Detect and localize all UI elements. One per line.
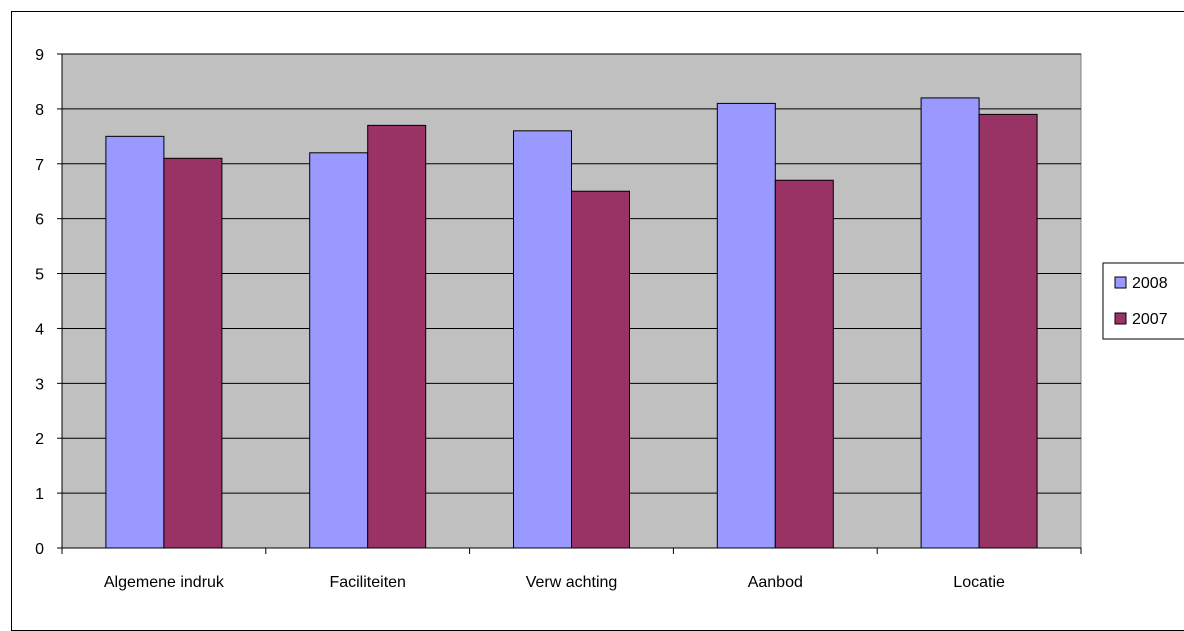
y-axis-ticks: 0 1 2 3 4 5 6 7 8 9 [35,47,62,558]
x-tick-label: Algemene indruk [104,574,225,591]
x-tick-label: Aanbod [748,574,803,591]
legend-label: 2008 [1132,275,1168,292]
axes [61,54,1081,549]
bar-2007-3 [774,179,834,549]
y-tick-label: 6 [35,212,44,229]
bar-chart: 0 1 2 3 4 5 6 7 8 9 Algemene indruk Faciliteiten Ve… [35,47,1184,591]
x-tick-label: Verw achting [526,574,618,591]
bar-2007-2 [571,190,630,549]
legend: 2008 2007 [1102,262,1184,340]
x-tick-label: Faciliteiten [329,574,405,591]
legend-swatch-2007 [1114,312,1127,325]
bar-2008-4 [920,97,980,549]
legend-swatch-2008 [1114,276,1127,289]
y-tick-label: 5 [35,267,44,284]
bar-2007-1 [367,124,427,549]
x-tick-label: Locatie [953,574,1005,591]
bar-2008-1 [309,152,369,549]
x-axis-ticks: Algemene indruk Faciliteiten Verw achting A… [61,548,1082,591]
y-tick-label: 8 [35,102,44,119]
y-tick-label: 4 [35,321,44,338]
y-tick-label: 7 [35,157,44,174]
y-tick-label: 9 [35,47,44,64]
bar-2007-0 [163,157,223,549]
y-tick-label: 2 [35,431,44,448]
y-tick-label: 0 [35,541,44,558]
bar-2008-3 [716,102,776,549]
y-tick-label: 1 [35,486,44,503]
legend-label: 2007 [1132,311,1168,328]
y-tick-label: 3 [35,376,44,393]
bar-2008-2 [513,130,572,549]
bars [105,97,1038,549]
bar-2008-0 [105,135,165,549]
legend-box [1102,262,1184,340]
bar-2007-4 [978,113,1038,549]
